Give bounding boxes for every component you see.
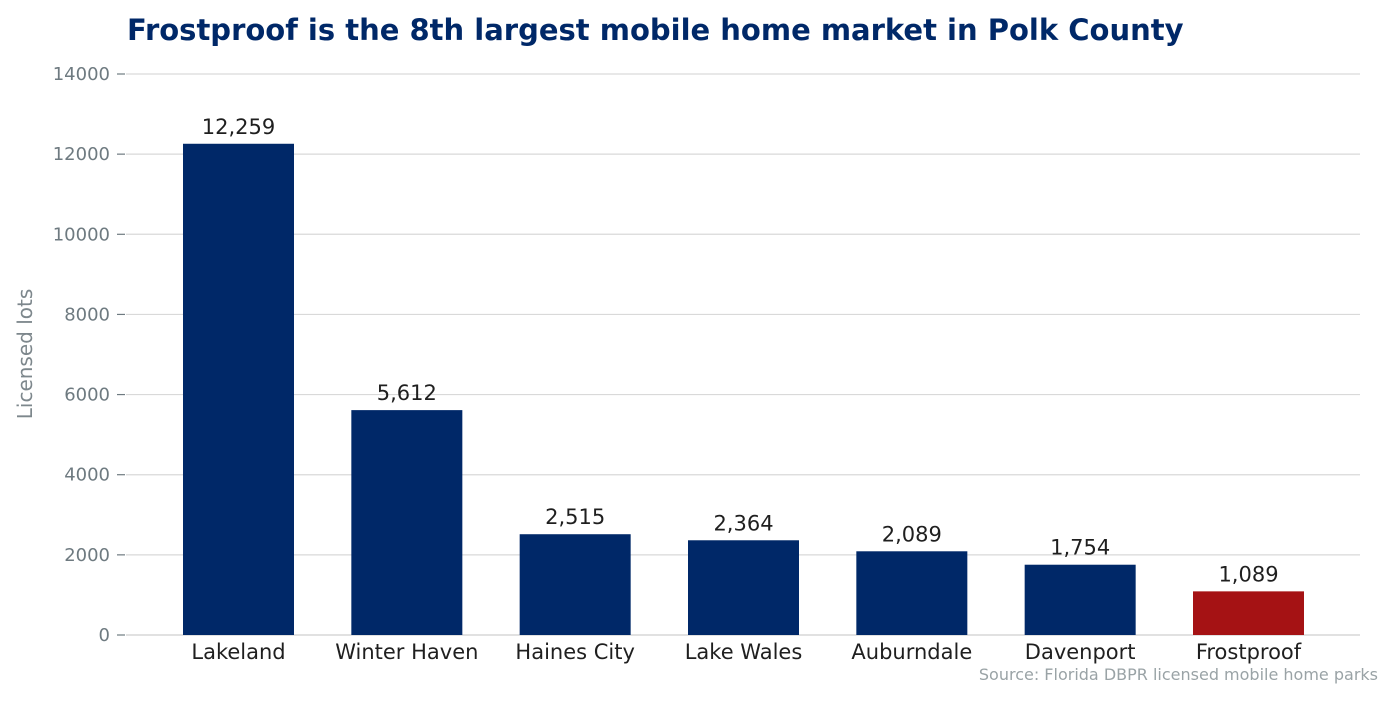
x-tick-label: Davenport — [1025, 640, 1136, 664]
bar-lake-wales — [688, 540, 799, 635]
x-tick-label: Winter Haven — [335, 640, 478, 664]
grid-lines — [126, 73, 1360, 636]
data-label: 2,364 — [713, 511, 773, 535]
data-label: 1,754 — [1050, 536, 1110, 560]
x-tick-label: Haines City — [515, 640, 635, 664]
data-label: 2,515 — [545, 505, 605, 529]
x-tick-label: Lakeland — [191, 640, 285, 664]
y-axis: 0 2000 4000 6000 8000 10000 12000 14000 — [53, 64, 125, 646]
bar-auburndale — [856, 551, 968, 635]
value-labels: 12,259 5,612 2,515 2,364 2,089 1,754 1,089 — [202, 115, 1279, 587]
y-tick-label: 0 — [99, 625, 110, 646]
bar-davenport — [1024, 564, 1136, 635]
bars — [183, 143, 1304, 636]
data-label: 2,089 — [882, 522, 942, 546]
x-tick-label: Auburndale — [851, 640, 972, 664]
bar-winter-haven — [351, 410, 463, 635]
data-label: 12,259 — [202, 115, 275, 139]
bar-frostproof — [1193, 591, 1304, 635]
y-axis-label: Licensed lots — [13, 289, 37, 420]
y-tick-label: 4000 — [64, 465, 110, 486]
x-axis: Lakeland Winter Haven Haines City Lake Wale… — [191, 640, 1301, 664]
x-tick-label: Lake Wales — [685, 640, 803, 664]
bar-lakeland — [183, 143, 294, 636]
source-note: Source: Florida DBPR licensed mobile hom… — [979, 665, 1378, 684]
data-label: 5,612 — [377, 381, 437, 405]
data-label: 1,089 — [1218, 562, 1278, 586]
y-tick-label: 8000 — [64, 304, 110, 325]
x-tick-label: Frostproof — [1196, 640, 1302, 664]
chart-title: Frostproof is the 8th largest mobile hom… — [127, 13, 1184, 47]
y-tick-label: 14000 — [53, 64, 110, 85]
y-tick-label: 12000 — [53, 144, 110, 165]
bar-haines-city — [519, 534, 631, 635]
y-tick-label: 6000 — [64, 385, 110, 406]
y-tick-label: 10000 — [53, 224, 110, 245]
y-tick-label: 2000 — [64, 545, 110, 566]
